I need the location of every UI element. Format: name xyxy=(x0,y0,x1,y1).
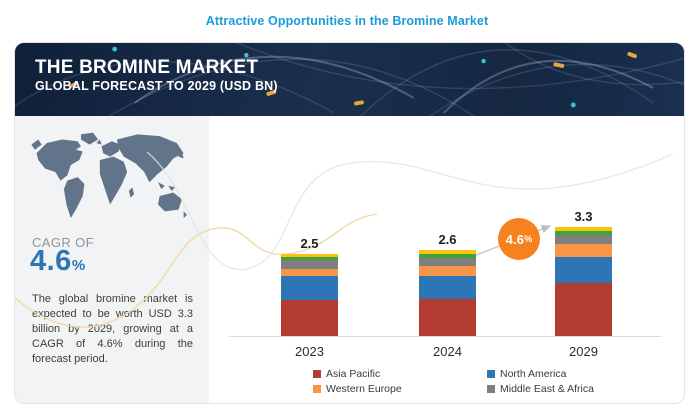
legend-swatch-icon xyxy=(487,385,495,393)
bar-segment-western-europe xyxy=(281,268,338,276)
bar-segment-middle-east-africa xyxy=(419,257,476,267)
header-band: THE BROMINE MARKET GLOBAL FORECAST TO 20… xyxy=(15,43,684,116)
market-card: THE BROMINE MARKET GLOBAL FORECAST TO 20… xyxy=(14,42,685,404)
bar-segment-series-4 xyxy=(555,230,612,235)
legend-label: Western Europe xyxy=(326,383,402,395)
bar-year-label: 2024 xyxy=(433,344,462,359)
bar-segment-series-5 xyxy=(281,253,338,257)
bar-total-label: 3.3 xyxy=(574,209,593,225)
bar-total-label: 2.6 xyxy=(438,232,457,248)
bar-year-label: 2023 xyxy=(295,344,324,359)
legend-item: Middle East & Africa xyxy=(487,382,594,396)
x-axis-line xyxy=(229,336,661,337)
bar-segment-north-america xyxy=(419,275,476,300)
legend: Asia Pacific North America Western Europe M… xyxy=(313,367,594,396)
legend-swatch-icon xyxy=(313,385,321,393)
bar-year-label: 2029 xyxy=(569,344,598,359)
page-title: Attractive Opportunities in the Bromine … xyxy=(205,14,489,28)
legend-label: Middle East & Africa xyxy=(500,383,594,395)
header-title: THE BROMINE MARKET xyxy=(35,57,259,78)
bar-segment-series-4 xyxy=(419,253,476,258)
bar-segment-series-4 xyxy=(281,256,338,261)
growth-badge-percent-sign: % xyxy=(524,234,533,244)
bar-segment-middle-east-africa xyxy=(555,235,612,245)
bar-segment-western-europe xyxy=(555,244,612,258)
header-subtitle: GLOBAL FORECAST TO 2029 (USD BN) xyxy=(35,79,278,93)
legend-item: Asia Pacific xyxy=(313,367,487,381)
bar-segment-asia-pacific xyxy=(555,282,612,336)
legend-item: North America xyxy=(487,367,594,381)
bar-segment-asia-pacific xyxy=(281,299,338,336)
bar-segment-north-america xyxy=(555,257,612,283)
header-text: THE BROMINE MARKET GLOBAL FORECAST TO 20… xyxy=(35,56,278,94)
bar-segment-middle-east-africa xyxy=(281,260,338,269)
bar-segment-series-5 xyxy=(555,227,612,231)
legend-item: Western Europe xyxy=(313,382,487,396)
chart-area: 2.5 2023 2.6 2024 3.3 2029 xyxy=(15,43,684,403)
network-decoration-icon xyxy=(15,43,684,116)
bar-segment-asia-pacific xyxy=(419,299,476,336)
bar-total-label: 2.5 xyxy=(300,235,319,251)
bar-segment-western-europe xyxy=(419,266,476,276)
legend-label: North America xyxy=(500,368,567,380)
bar-segment-series-5 xyxy=(419,250,476,254)
growth-badge: 4.6% xyxy=(498,218,540,260)
legend-swatch-icon xyxy=(487,370,495,378)
legend-swatch-icon xyxy=(313,370,321,378)
bar-segment-north-america xyxy=(281,275,338,300)
growth-badge-value: 4.6 xyxy=(505,231,525,247)
legend-label: Asia Pacific xyxy=(326,368,381,380)
